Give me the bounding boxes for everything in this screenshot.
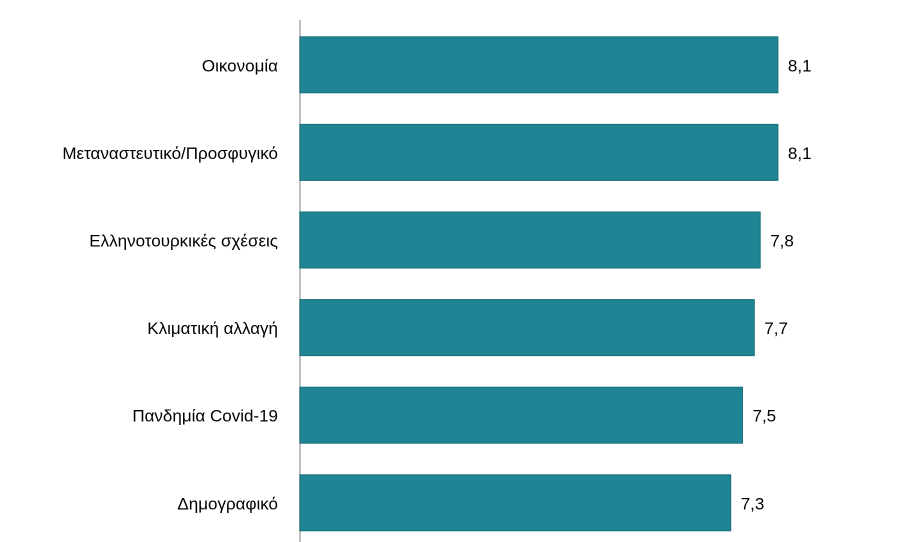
category-label: Κλιματική αλλαγή [147, 319, 278, 338]
value-label: 7,3 [741, 494, 765, 513]
value-label: 7,5 [753, 407, 777, 426]
bar [299, 211, 761, 269]
bar [299, 299, 755, 357]
value-label: 7,7 [764, 319, 788, 338]
bar [299, 36, 779, 94]
value-label: 8,1 [788, 56, 812, 75]
value-label: 7,8 [770, 231, 794, 250]
value-label: 8,1 [788, 144, 812, 163]
category-label: Μεταναστευτικό/Προσφυγικό [62, 144, 278, 163]
category-label: Πανδημία Covid-19 [132, 407, 278, 426]
category-label: Ελληνοτουρκικές σχέσεις [89, 231, 278, 250]
bar [299, 474, 732, 532]
category-label: Δημογραφικό [177, 494, 278, 513]
bar [299, 123, 779, 181]
category-label: Οικονομία [202, 56, 278, 75]
bar [299, 386, 743, 444]
